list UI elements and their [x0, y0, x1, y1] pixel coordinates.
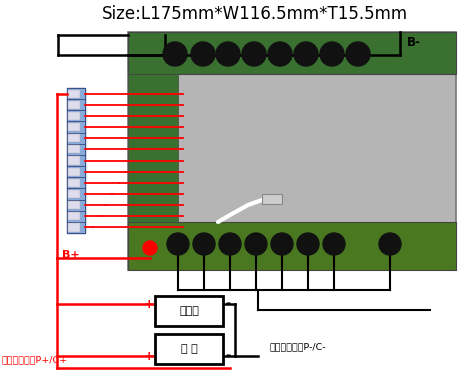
Bar — [67, 88, 85, 233]
Bar — [67, 177, 85, 188]
Bar — [68, 90, 80, 98]
Circle shape — [245, 233, 267, 255]
Circle shape — [268, 42, 292, 66]
Bar — [262, 194, 282, 204]
Circle shape — [271, 233, 293, 255]
Bar — [68, 168, 80, 176]
Circle shape — [379, 233, 401, 255]
Text: B-: B- — [407, 36, 421, 48]
Bar — [128, 222, 456, 270]
Text: -: - — [226, 297, 230, 310]
Text: 输出输入正极P+/C+: 输出输入正极P+/C+ — [2, 356, 68, 364]
Text: -: - — [226, 350, 230, 363]
Bar — [128, 32, 456, 270]
Text: 负 载: 负 载 — [181, 344, 197, 354]
Text: +: + — [144, 350, 155, 363]
Circle shape — [216, 42, 240, 66]
Bar — [68, 100, 80, 109]
Bar — [67, 155, 85, 166]
Bar — [67, 144, 85, 155]
Bar — [68, 156, 80, 165]
Circle shape — [297, 233, 319, 255]
Circle shape — [193, 233, 215, 255]
Bar — [68, 145, 80, 153]
Bar — [68, 179, 80, 187]
Bar — [67, 188, 85, 200]
Text: 输出输入负极P-/C-: 输出输入负极P-/C- — [270, 342, 327, 351]
Bar — [68, 112, 80, 120]
Circle shape — [163, 42, 187, 66]
Text: 充电器: 充电器 — [179, 306, 199, 316]
Circle shape — [294, 42, 318, 66]
Circle shape — [167, 233, 189, 255]
Bar — [67, 222, 85, 233]
Text: Size:L175mm*W116.5mm*T15.5mm: Size:L175mm*W116.5mm*T15.5mm — [102, 5, 408, 23]
Bar — [68, 134, 80, 142]
Circle shape — [219, 233, 241, 255]
Bar — [67, 110, 85, 122]
Circle shape — [191, 42, 215, 66]
Circle shape — [346, 42, 370, 66]
Bar — [128, 32, 456, 74]
Bar — [68, 212, 80, 220]
Circle shape — [320, 42, 344, 66]
Bar — [67, 200, 85, 211]
Bar — [67, 88, 85, 99]
Text: B+: B+ — [62, 250, 80, 260]
Circle shape — [143, 241, 157, 255]
Circle shape — [242, 42, 266, 66]
Bar — [67, 211, 85, 222]
Bar — [68, 123, 80, 131]
Bar — [68, 190, 80, 198]
Bar — [128, 74, 178, 222]
Bar — [67, 122, 85, 133]
Circle shape — [323, 233, 345, 255]
Bar — [155, 334, 223, 364]
Bar — [67, 133, 85, 144]
Bar — [67, 99, 85, 110]
Bar — [155, 296, 223, 326]
Bar — [67, 166, 85, 177]
Bar — [68, 201, 80, 209]
Bar — [68, 224, 80, 231]
Text: +: + — [144, 297, 155, 310]
